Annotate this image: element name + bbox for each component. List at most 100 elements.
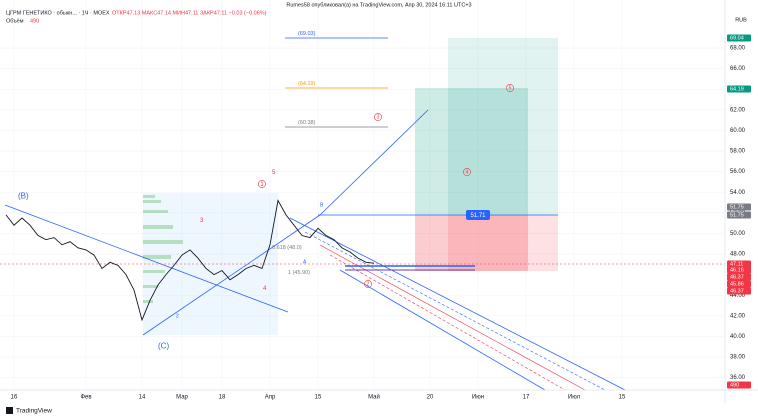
brand: TradingView — [16, 408, 52, 415]
long-loss-zone — [415, 215, 528, 271]
x-tick-label: 18 — [219, 395, 226, 401]
y-tick-label: 62.00 — [730, 107, 746, 113]
volume-label: Объём — [6, 18, 24, 24]
annotation: (64.19) — [298, 81, 316, 87]
annotation: 5 — [509, 86, 512, 92]
y-tick-label: 38.00 — [730, 355, 746, 361]
y-tick-label: 48.00 — [730, 252, 746, 258]
price-tag-label: 51.75 — [730, 212, 744, 218]
x-tick-label: Фев — [80, 395, 91, 401]
price-line — [5, 199, 375, 322]
price-tag-label: 46.16 — [730, 267, 744, 273]
y-tick-label: 54.00 — [730, 190, 746, 196]
y-tick-label: 68.00 — [730, 46, 746, 52]
annotation: A — [303, 260, 307, 266]
y-tick-label: 40.00 — [730, 334, 746, 340]
annotation: (B) — [18, 191, 29, 200]
wave-marker — [463, 168, 471, 176]
wave-marker — [374, 113, 382, 121]
annotation: 2 — [176, 314, 179, 320]
long-profit-zone — [448, 38, 558, 215]
x-tick-label: 14 — [139, 395, 146, 401]
annotation: 4 — [466, 170, 469, 176]
target-label: 51.71 — [470, 213, 486, 219]
price-tag — [727, 211, 751, 219]
published-note: Rumes58 опубликовал(а) на TradingView.co… — [286, 2, 471, 8]
annotation: 3 — [377, 115, 380, 121]
price-tag — [727, 203, 751, 211]
price-tags: 69.0464.1951.7551.7547.1146.1646.3745.86… — [727, 34, 751, 389]
x-tick-label: Апр — [265, 395, 276, 401]
annotation: 5 — [272, 170, 276, 176]
price-tag — [727, 85, 751, 93]
price-tag — [727, 266, 751, 274]
currency: RUB — [735, 17, 747, 23]
channel-line — [339, 269, 546, 391]
volume-value: 490 — [30, 18, 39, 24]
price-tag — [727, 381, 751, 389]
channel-line — [289, 217, 626, 391]
price-tag — [727, 34, 751, 42]
price-tag-label: 51.75 — [730, 204, 744, 210]
y-tick-label: 50.00 — [730, 231, 746, 237]
y-tick-label: 58.00 — [730, 149, 746, 155]
ohlc: ОТКР47.13 МАКС47.14 МИН47.11 ЗАКР47.11 −… — [112, 10, 267, 16]
grid — [0, 0, 725, 390]
annotation: 2 — [367, 282, 370, 288]
y-tick-label: 44.00 — [730, 293, 746, 299]
brand-logo — [6, 407, 13, 414]
x-tick-label: 17 — [523, 395, 530, 401]
trend-line — [142, 214, 321, 336]
channel-line — [304, 231, 606, 391]
wave-marker — [506, 84, 514, 92]
drawings: 51.71 — [0, 37, 725, 391]
price-tag-label: 490 — [730, 382, 739, 388]
plot — [5, 199, 375, 322]
y-tick-label: 42.00 — [730, 313, 746, 319]
volume-profile — [143, 195, 183, 303]
x-tick-label: 20 — [427, 395, 434, 401]
x-tick-label: Мар — [176, 395, 188, 401]
x-tick-label: 15 — [315, 395, 322, 401]
price-tag — [727, 260, 751, 268]
annotation: 3 — [200, 218, 204, 224]
annotations: (B) (C) 3 5 1 4 2 B A (69.03) (64.19) (60.38) 0.618 … — [18, 31, 514, 350]
price-tag — [727, 273, 751, 281]
price-tag-label: 46.37 — [730, 274, 744, 280]
y-tick-label: 56.00 — [730, 169, 746, 175]
annotation: B — [320, 203, 324, 209]
price-tag-label: 46.37 — [730, 288, 744, 294]
y-tick-label: 36.00 — [730, 375, 746, 381]
x-axis: 16 Фев 14 Мар 18 Апр 15 Май 20 Июн 17 Июл 15 — [11, 394, 626, 401]
price-tag-label: 64.19 — [730, 86, 744, 92]
price-tag-label: 69.04 — [730, 35, 744, 41]
y-tick-label: 60.00 — [730, 128, 746, 134]
trend-line — [4, 204, 289, 313]
channel-line — [319, 244, 586, 391]
symbol: ЦГРМ ГЕНЕТИКО · обыкн... · 1Ч · MOEX — [6, 10, 110, 16]
x-tick-label: Июн — [472, 395, 484, 401]
long-loss-zone — [448, 215, 558, 271]
annotation: 1 — [260, 182, 264, 188]
price-tag-label: 47.11 — [730, 261, 743, 267]
trend-line — [319, 109, 429, 216]
annotation: (69.03) — [298, 31, 316, 37]
price-tag — [727, 287, 751, 295]
price-tag — [727, 280, 751, 288]
x-tick-label: 16 — [11, 395, 18, 401]
wave-marker — [364, 280, 372, 288]
channel-line — [329, 254, 566, 391]
price-tag-label: 45.86 — [730, 281, 744, 287]
annotation: 1 (45.90) — [288, 270, 310, 276]
x-tick-label: 15 — [619, 395, 626, 401]
long-profit-zone — [415, 88, 528, 215]
x-tick-label: Июл — [568, 395, 581, 401]
annotation: (C) — [158, 341, 169, 350]
target-tag — [466, 210, 490, 220]
annotation: 0.618 (48.0) — [272, 245, 302, 251]
annotation: 4 — [263, 286, 267, 292]
x-tick-label: Май — [368, 394, 380, 401]
y-tick-label: 66.00 — [730, 66, 746, 72]
